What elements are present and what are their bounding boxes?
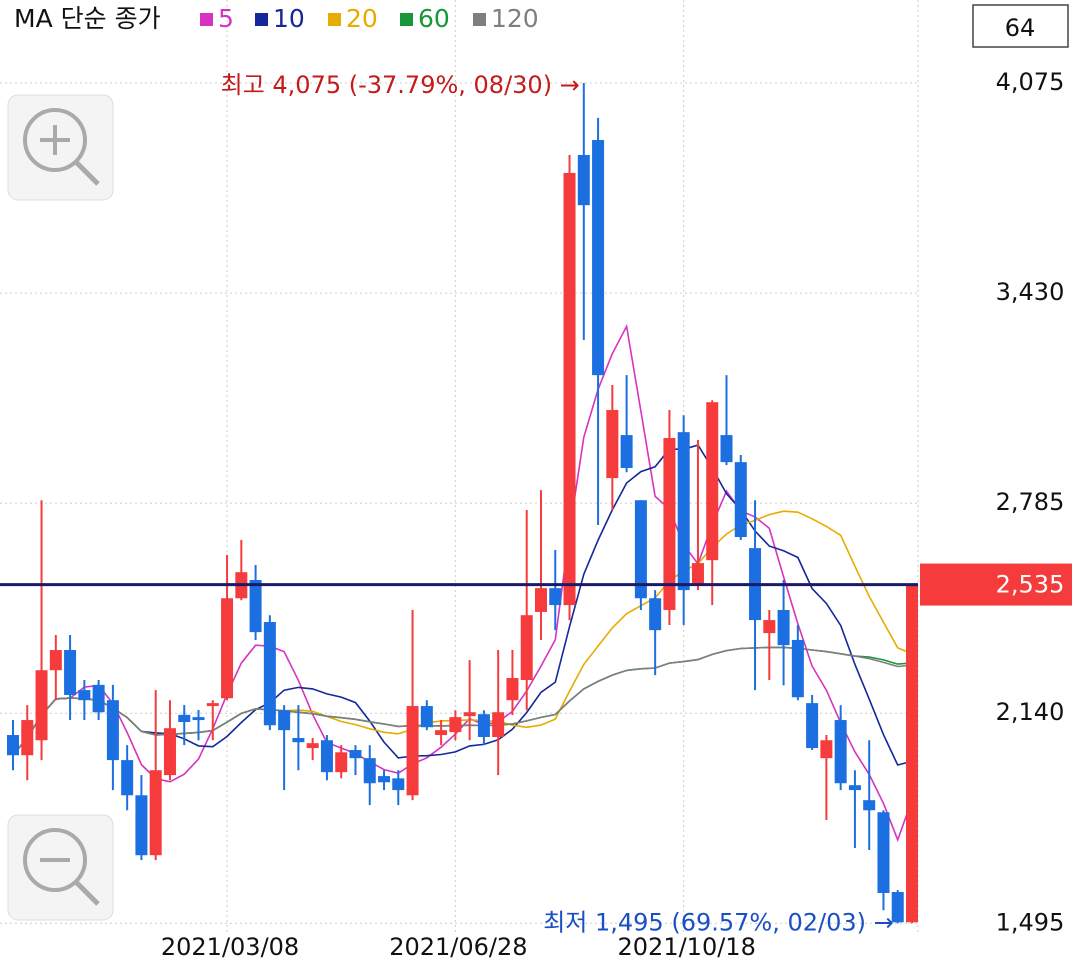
candle-body: [620, 435, 633, 468]
y-tick-label: 3,430: [996, 278, 1065, 306]
candle-body: [691, 563, 704, 586]
y-tick-label: 1,495: [996, 908, 1065, 936]
legend-swatch: [400, 13, 413, 26]
candle-body: [706, 402, 719, 561]
x-tick-label: 2021/03/08: [161, 933, 299, 961]
candle-body: [21, 720, 34, 756]
zoom-in-icon[interactable]: [74, 160, 100, 186]
candle-body: [577, 155, 590, 206]
candle-body: [520, 615, 533, 680]
candle-body: [49, 650, 62, 671]
candle-body: [306, 743, 319, 749]
candle-body: [592, 140, 605, 376]
candle-body: [106, 700, 119, 761]
candle-body: [78, 690, 91, 701]
candle-body: [121, 760, 134, 796]
candle-body: [891, 892, 904, 923]
candle-body: [463, 712, 476, 717]
candle-body: [720, 435, 733, 463]
candle-body: [163, 728, 176, 776]
counter-box: [972, 4, 1069, 48]
candle-body: [335, 752, 348, 773]
candle-body: [492, 712, 505, 737]
candle-body: [206, 703, 219, 707]
zoom-out-icon[interactable]: [74, 880, 100, 906]
candle-body: [506, 678, 519, 701]
legend-swatch: [473, 13, 486, 26]
candle-body: [606, 410, 619, 479]
candle-body: [263, 622, 276, 726]
legend-label: 60: [418, 4, 450, 33]
candle-body: [763, 620, 776, 634]
candle-body: [392, 778, 405, 791]
candle-body: [249, 580, 262, 633]
legend-label: 20: [346, 4, 378, 33]
y-tick-label: 4,075: [996, 68, 1065, 96]
candle-body: [406, 706, 419, 796]
candle-body: [834, 720, 847, 784]
candle-body: [149, 770, 162, 856]
candle-body: [378, 776, 391, 783]
legend-label: 120: [491, 4, 539, 33]
zoom-out-icon[interactable]: [23, 828, 87, 892]
zoom-out-button[interactable]: [7, 814, 114, 921]
legend-swatch: [328, 13, 341, 26]
candle-body: [806, 703, 819, 749]
legend-label: 10: [273, 4, 305, 33]
ma-line: [12, 646, 913, 756]
candle-body: [449, 717, 462, 733]
annotation: 최저 1,495 (69.57%, 02/03) →: [543, 908, 894, 936]
candle-body: [64, 650, 77, 695]
candle-body: [677, 432, 690, 591]
price-tag: [920, 563, 1072, 606]
counter: 64: [1005, 14, 1036, 42]
y-tick-label: 2,785: [996, 488, 1065, 516]
zoom-in-button[interactable]: [7, 94, 114, 201]
legend-label: 5: [218, 4, 234, 33]
candle-body: [278, 710, 291, 731]
x-tick-label: 2021/10/18: [618, 933, 756, 961]
candle-body: [320, 740, 333, 773]
candle-body: [791, 639, 804, 698]
candle-body: [435, 730, 448, 736]
candle-body: [549, 588, 562, 606]
candle-body: [649, 598, 662, 631]
candle-body: [848, 785, 861, 791]
legend-title: MA 단순 종가: [14, 4, 161, 33]
candle-body: [563, 172, 576, 606]
ma-line: [12, 323, 913, 843]
candle-body: [349, 750, 362, 759]
candle-body: [221, 598, 234, 699]
candle-body: [777, 609, 790, 646]
candle-body: [192, 717, 205, 721]
candle-body: [877, 812, 890, 893]
y-tick-label: 2,140: [996, 698, 1065, 726]
candle-body: [820, 740, 833, 759]
candle-body: [7, 735, 19, 756]
candle-body: [477, 714, 490, 737]
ma-line: [12, 646, 913, 756]
candle-body: [135, 795, 148, 856]
annotation: 최고 4,075 (-37.79%, 08/30) →: [221, 71, 580, 99]
candle-body: [534, 588, 547, 612]
candle-body: [178, 714, 191, 723]
zoom-in-icon[interactable]: [23, 108, 87, 172]
x-tick-label: 2021/06/28: [389, 933, 527, 961]
legend-swatch: [200, 13, 213, 26]
ma-line: [12, 510, 913, 756]
candle-body: [420, 706, 433, 728]
ma-line: [12, 444, 913, 766]
candle-body: [292, 737, 305, 743]
candle-body: [663, 438, 676, 610]
candle-body: [35, 670, 48, 741]
price-tag-label: 2,535: [996, 571, 1065, 599]
candle-body: [734, 462, 747, 538]
legend-swatch: [255, 13, 268, 26]
candle-body: [863, 800, 876, 811]
candle-body: [634, 500, 647, 599]
candle-body: [92, 684, 105, 713]
candle-body: [363, 758, 376, 784]
candle-body: [906, 584, 919, 923]
